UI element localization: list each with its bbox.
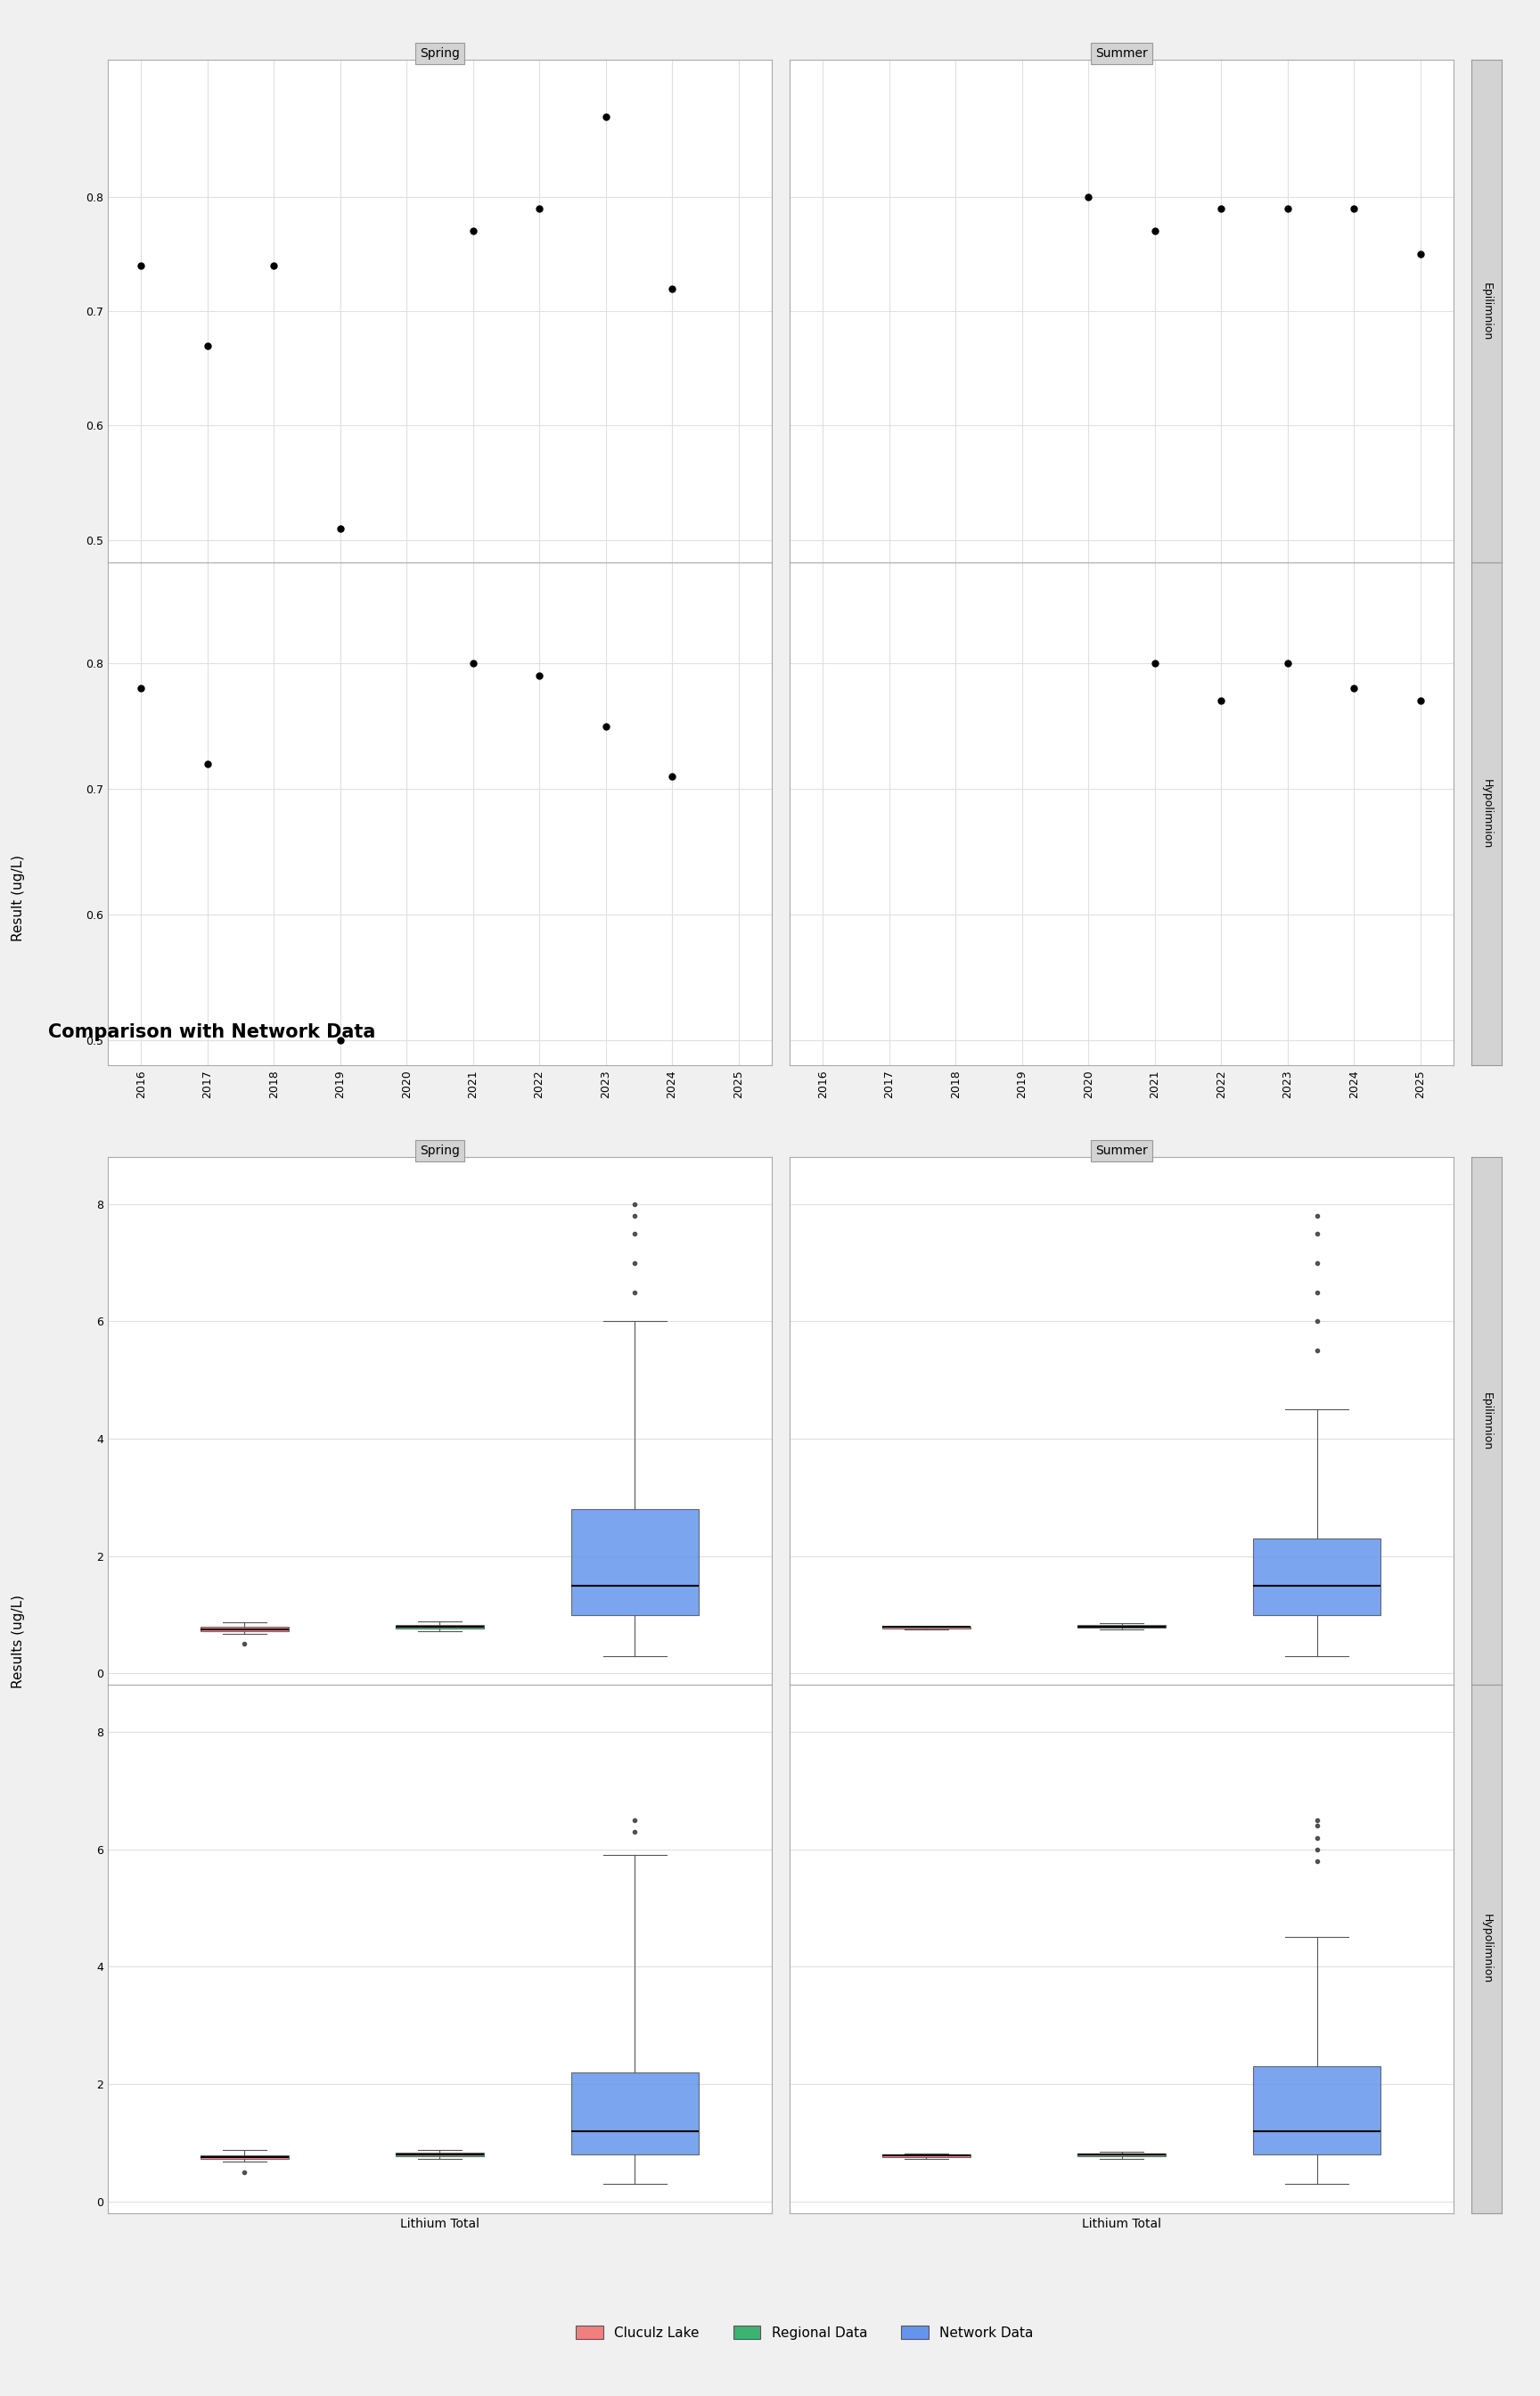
Title: Summer: Summer bbox=[1095, 1145, 1147, 1157]
PathPatch shape bbox=[396, 1624, 484, 1629]
Title: Spring: Spring bbox=[420, 1145, 460, 1157]
Text: Hypolimnion: Hypolimnion bbox=[1481, 1914, 1492, 1984]
PathPatch shape bbox=[200, 1627, 288, 1632]
Title: Spring: Spring bbox=[420, 48, 460, 60]
Text: Result (ug/L): Result (ug/L) bbox=[12, 855, 25, 942]
PathPatch shape bbox=[1078, 2154, 1166, 2156]
Legend: Cluculz Lake, Regional Data, Network Data: Cluculz Lake, Regional Data, Network Dat… bbox=[570, 2319, 1040, 2346]
PathPatch shape bbox=[396, 2152, 484, 2156]
Text: Epilimnion: Epilimnion bbox=[1481, 1392, 1492, 1450]
Text: Epilimnion: Epilimnion bbox=[1481, 283, 1492, 340]
PathPatch shape bbox=[571, 2073, 699, 2154]
PathPatch shape bbox=[200, 2154, 288, 2159]
Text: Comparison with Network Data: Comparison with Network Data bbox=[48, 1023, 376, 1040]
PathPatch shape bbox=[1254, 2065, 1380, 2154]
PathPatch shape bbox=[1254, 1538, 1380, 1615]
Title: Summer: Summer bbox=[1095, 48, 1147, 60]
Text: Hypolimnion: Hypolimnion bbox=[1481, 779, 1492, 848]
PathPatch shape bbox=[571, 1509, 699, 1615]
Text: Results (ug/L): Results (ug/L) bbox=[12, 1593, 25, 1689]
